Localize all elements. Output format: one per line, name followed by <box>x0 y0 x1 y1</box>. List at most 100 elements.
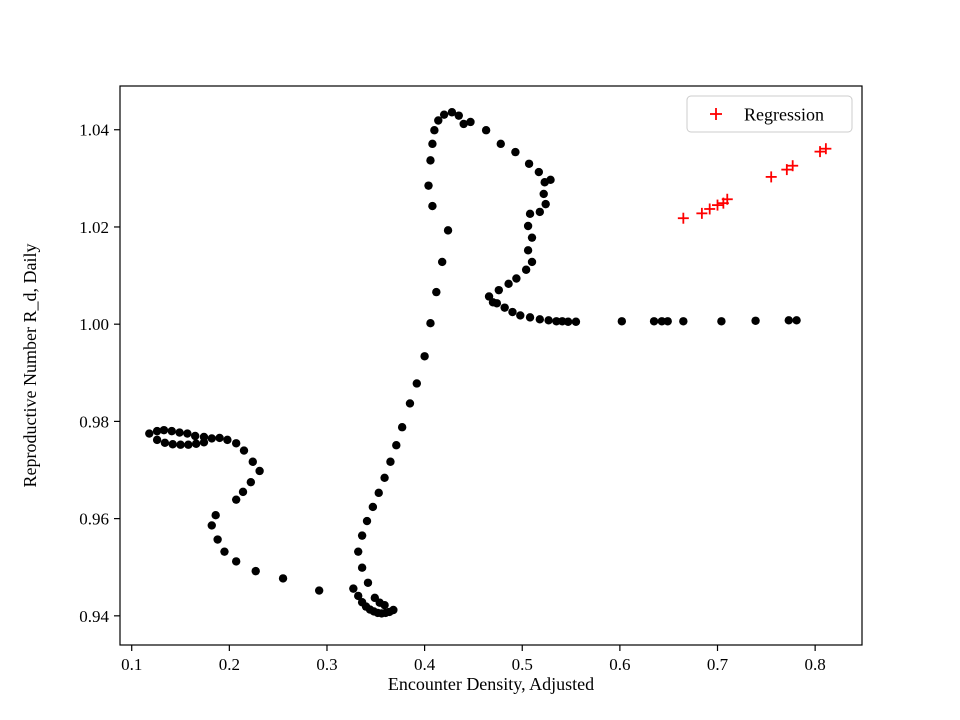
data-point <box>220 547 229 556</box>
data-point <box>717 317 726 326</box>
x-axis-label: Encounter Density, Adjusted <box>388 674 594 694</box>
x-tick-label: 0.5 <box>512 655 533 674</box>
legend: Regression <box>686 95 853 133</box>
data-point <box>207 521 216 530</box>
data-point <box>523 221 533 231</box>
data-point <box>370 593 380 603</box>
data-point <box>168 440 177 449</box>
data-point <box>447 108 457 117</box>
y-axis-label: Reproductive Number R_d, Daily <box>20 244 40 488</box>
data-point <box>649 317 659 326</box>
data-point <box>541 199 550 209</box>
data-point <box>238 487 248 497</box>
data-point <box>434 116 443 125</box>
y-tick-label: 0.94 <box>79 607 109 626</box>
data-point <box>527 257 537 267</box>
data-point <box>430 126 439 135</box>
data-point <box>231 439 241 448</box>
data-point <box>159 425 169 435</box>
data-point <box>314 586 324 595</box>
data-point <box>657 317 667 326</box>
data-point <box>439 110 449 119</box>
data-point <box>521 265 531 274</box>
data-point <box>160 438 170 447</box>
data-point <box>278 574 288 583</box>
data-point <box>354 547 363 556</box>
data-point <box>231 495 241 504</box>
data-point <box>183 429 192 438</box>
data-point <box>663 317 672 326</box>
data-point <box>207 434 216 443</box>
data-point <box>389 605 398 615</box>
data-point <box>248 457 257 466</box>
x-tick-label: 0.7 <box>707 655 729 674</box>
data-point <box>539 189 548 199</box>
data-point <box>349 584 358 593</box>
data-point <box>357 563 367 572</box>
data-point <box>496 139 505 149</box>
data-point <box>500 303 509 312</box>
data-point <box>426 319 435 328</box>
data-point <box>523 246 533 255</box>
data-point <box>792 316 801 325</box>
data-point <box>617 317 627 326</box>
data-point <box>246 477 256 487</box>
data-point <box>525 209 535 219</box>
data-point <box>167 426 176 436</box>
data-point <box>191 439 201 448</box>
x-tick-label: 0.8 <box>805 655 826 674</box>
series-trajectory <box>145 108 801 618</box>
data-point <box>357 531 367 540</box>
data-point <box>524 159 534 168</box>
data-point <box>494 285 504 295</box>
data-point <box>459 119 468 129</box>
data-point <box>512 274 521 283</box>
data-point <box>525 313 535 322</box>
data-point <box>152 426 162 436</box>
x-tick-label: 0.2 <box>219 655 240 674</box>
data-point <box>424 181 433 190</box>
data-point <box>443 226 453 235</box>
data-point <box>386 457 395 466</box>
data-point <box>412 379 421 388</box>
y-tick-label: 1.00 <box>79 315 109 334</box>
data-point <box>432 287 441 297</box>
data-point <box>571 317 581 326</box>
data-point <box>428 139 437 149</box>
y-tick-label: 1.04 <box>79 121 109 140</box>
y-tick-label: 1.02 <box>79 218 109 237</box>
data-point <box>145 429 154 438</box>
legend-frame <box>686 95 853 133</box>
data-point <box>211 511 220 520</box>
data-point <box>420 352 429 361</box>
data-point <box>508 307 517 317</box>
plot-area <box>119 85 863 646</box>
data-point <box>516 311 525 320</box>
data-point <box>176 440 185 449</box>
data-point <box>362 516 372 526</box>
data-point <box>535 207 545 217</box>
data-point <box>368 502 378 512</box>
plus-icon <box>710 108 722 120</box>
y-tick-label: 0.96 <box>79 510 109 529</box>
data-point <box>363 578 373 587</box>
data-point <box>397 423 407 432</box>
data-point <box>380 473 389 482</box>
data-point <box>466 117 475 127</box>
data-point <box>213 535 222 544</box>
data-point <box>437 257 447 267</box>
data-point <box>751 316 760 325</box>
data-point <box>428 201 437 211</box>
data-point <box>784 316 793 325</box>
data-point <box>255 466 264 476</box>
data-point <box>405 399 415 408</box>
data-point <box>190 431 200 441</box>
x-tick-label: 0.1 <box>121 655 142 674</box>
data-point <box>535 315 545 324</box>
data-point <box>231 557 241 566</box>
scatter-series <box>145 108 832 618</box>
data-point <box>239 446 249 455</box>
data-point <box>215 433 224 443</box>
